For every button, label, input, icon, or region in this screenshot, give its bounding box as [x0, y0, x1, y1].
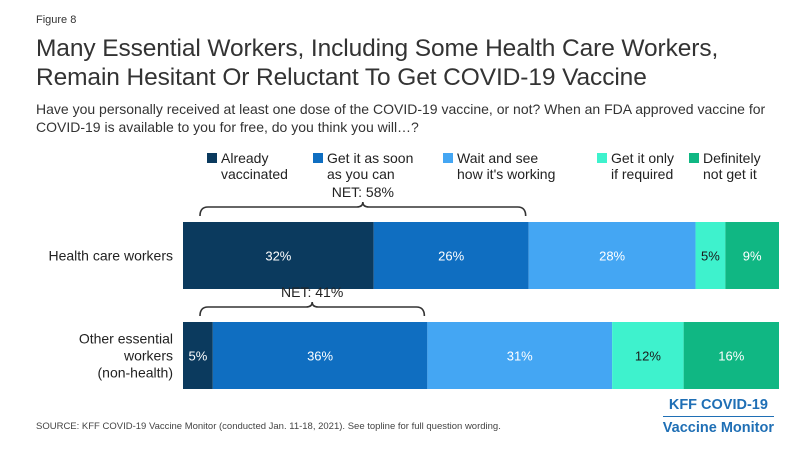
data-label: 32%: [265, 249, 291, 264]
bar-segment: [212, 322, 428, 389]
data-label: 36%: [307, 349, 333, 364]
legend-label: Definitely not get it: [703, 150, 761, 182]
data-label: 26%: [438, 249, 464, 264]
legend-swatch: [443, 153, 453, 163]
source-note: SOURCE: KFF COVID-19 Vaccine Monitor (co…: [36, 421, 501, 432]
brand-line-1: KFF COVID-19: [668, 397, 768, 413]
data-label: 12%: [635, 349, 661, 364]
legend-item-wait-and-see: Wait and see how it's working: [443, 150, 555, 182]
legend-swatch: [207, 153, 217, 163]
legend-label: Wait and see how it's working: [457, 150, 556, 182]
bar-segment: [695, 222, 726, 289]
legend-item-only-if-required: Get it only if required: [597, 150, 674, 182]
legend-swatch: [597, 153, 607, 163]
chart-subtitle: Have you personally received at least on…: [36, 101, 766, 135]
category-label: Health care workers: [49, 248, 174, 264]
legend-item-definitely-not: Definitely not get it: [689, 150, 761, 182]
data-label: 5%: [189, 349, 208, 364]
bar-segment: [683, 322, 779, 389]
bar-segment: [725, 222, 779, 289]
bar-segment: [373, 222, 529, 289]
chart-legend: Already vaccinated Get it as soon as you…: [0, 150, 800, 190]
brand-logo: KFF COVID-19 Vaccine Monitor: [662, 396, 774, 437]
net-bracket: [199, 301, 426, 317]
net-label: NET: 41%: [281, 284, 343, 300]
net-label: NET: 58%: [332, 184, 394, 200]
data-label: 5%: [701, 249, 720, 264]
net-bracket: [199, 201, 527, 217]
bar-segment: [183, 322, 213, 389]
data-label: 9%: [743, 249, 762, 264]
bar-segment: [183, 222, 374, 289]
data-label: 28%: [599, 249, 625, 264]
legend-swatch: [689, 153, 699, 163]
legend-swatch: [313, 153, 323, 163]
bar-segment: [612, 322, 684, 389]
legend-label: Already vaccinated: [221, 150, 288, 182]
category-label: Other essential workers (non-health): [79, 331, 173, 381]
legend-item-already-vaccinated: Already vaccinated: [207, 150, 288, 182]
bar-segment: [528, 222, 696, 289]
data-label: 31%: [507, 349, 533, 364]
bar-segment: [427, 322, 613, 389]
legend-label: Get it as soon as you can: [327, 150, 414, 182]
legend-item-get-it-asap: Get it as soon as you can: [313, 150, 413, 182]
brand-line-2: Vaccine Monitor: [662, 420, 774, 436]
chart-title: Many Essential Workers, Including Some H…: [36, 35, 719, 91]
legend-label: Get it only if required: [611, 150, 675, 182]
figure-label: Figure 8: [36, 14, 77, 26]
brand-rule: [662, 416, 774, 417]
data-label: 16%: [718, 349, 744, 364]
